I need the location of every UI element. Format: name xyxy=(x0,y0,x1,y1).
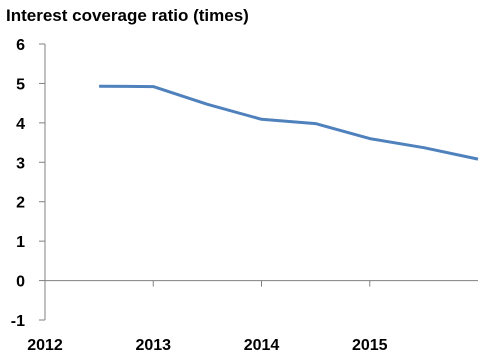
series-group xyxy=(99,84,479,161)
y-tick-label: 5 xyxy=(16,76,25,93)
x-axis-ticks: 2012 2013 2014 2015 xyxy=(27,280,388,354)
y-tick-label: 2 xyxy=(16,195,25,212)
x-tick-label: 2012 xyxy=(27,337,63,354)
y-tick-label: 4 xyxy=(16,116,25,133)
series-line xyxy=(99,84,479,161)
x-tick-label: 2014 xyxy=(244,337,280,354)
x-tick-label: 2013 xyxy=(135,337,171,354)
x-tick-label: 2015 xyxy=(352,337,388,354)
chart-title: Interest coverage ratio (times) xyxy=(6,6,249,25)
y-tick-label: 1 xyxy=(16,234,25,251)
y-tick-label: -1 xyxy=(11,313,25,330)
y-tick-label: 3 xyxy=(16,155,25,172)
y-axis-ticks: -1 0 1 2 3 4 5 6 xyxy=(11,37,45,330)
y-tick-label: 6 xyxy=(16,37,25,54)
y-tick-label: 0 xyxy=(16,274,25,291)
